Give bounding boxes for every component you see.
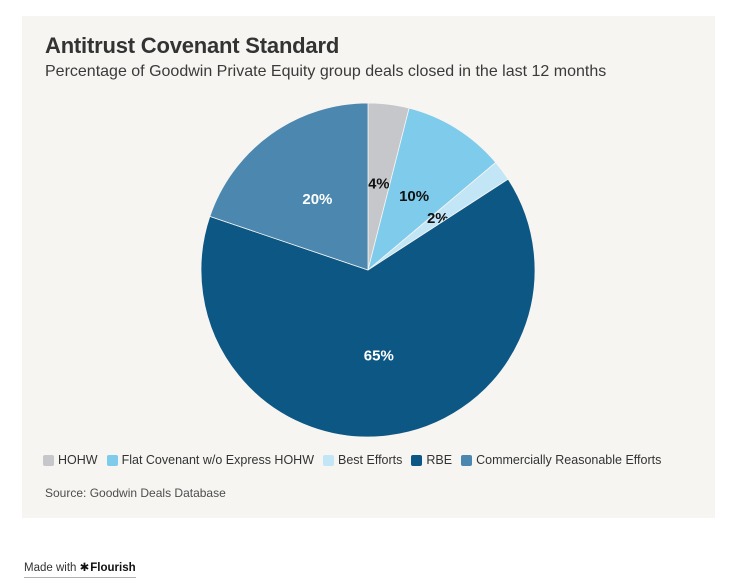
pie-slice-commercially-reasonable-efforts[interactable] xyxy=(209,102,369,271)
pie-slice-flat-covenant-w-o-express-hohw[interactable] xyxy=(367,107,497,271)
pie-chart: 4% 10% 2% 65% 20% xyxy=(198,100,538,440)
legend-item-flat-covenant-w-o-express-hohw[interactable]: Flat Covenant w/o Express HOHW xyxy=(106,453,314,467)
legend-item-best-efforts[interactable]: Best Efforts xyxy=(323,453,402,467)
source-text: Source: Goodwin Deals Database xyxy=(45,486,226,500)
pie-slice-value-label: 20% xyxy=(302,191,332,208)
legend-item-commercially-reasonable-efforts[interactable]: Commercially Reasonable Efforts xyxy=(461,453,661,467)
flourish-logo-icon: ✱ xyxy=(79,562,90,574)
pie-svg: 4%10%2%65%20% xyxy=(200,102,536,438)
legend-label: Flat Covenant w/o Express HOHW xyxy=(121,453,314,467)
chart-subtitle: Percentage of Goodwin Private Equity gro… xyxy=(45,63,607,80)
pie-slice-rbe[interactable] xyxy=(200,178,536,438)
legend-label: Best Efforts xyxy=(338,453,403,467)
flourish-brand-text: Flourish xyxy=(90,562,136,574)
legend-swatch-icon xyxy=(323,454,334,466)
legend-swatch-icon xyxy=(461,454,473,466)
credit-prefix: Made with xyxy=(24,562,80,574)
legend-label: Commercially Reasonable Efforts xyxy=(476,453,662,467)
legend-swatch-icon xyxy=(106,454,118,466)
chart-title: Antitrust Covenant Standard xyxy=(45,33,340,58)
pie-slice-value-label: 4% xyxy=(368,175,390,192)
legend-swatch-icon xyxy=(411,454,423,466)
chart-legend: HOHW Flat Covenant w/o Express HOHW Best E… xyxy=(43,453,661,467)
legend-label: HOHW xyxy=(58,453,98,467)
legend-item-rbe[interactable]: RBE xyxy=(411,453,452,467)
legend-swatch-icon xyxy=(43,454,54,466)
pie-slice-value-label: 10% xyxy=(399,188,429,205)
chart-card: Antitrust Covenant Standard Percentage o… xyxy=(22,16,715,518)
legend-label: RBE xyxy=(426,453,453,467)
legend-item-hohw[interactable]: HOHW xyxy=(43,453,98,467)
pie-slice-value-label: 65% xyxy=(364,348,394,365)
flourish-credit-link[interactable]: Made with ✱Flourish xyxy=(24,560,136,578)
